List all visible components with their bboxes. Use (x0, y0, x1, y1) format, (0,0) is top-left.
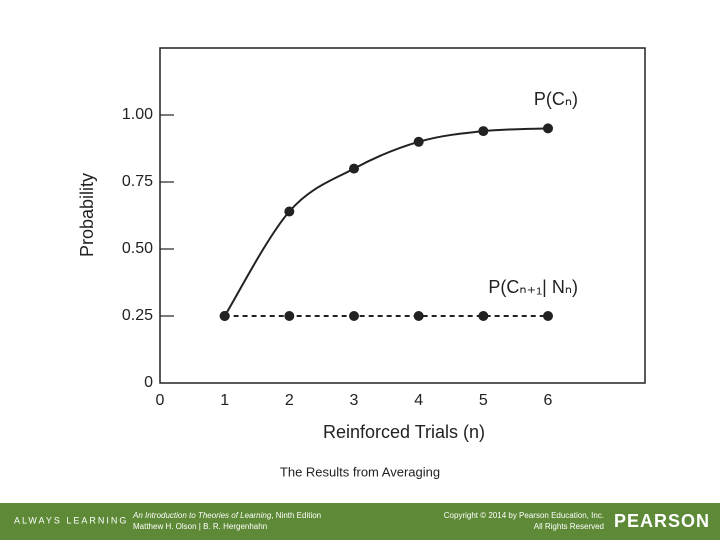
data-point (543, 311, 553, 321)
book-title: An Introduction to Theories of Learning (132, 511, 272, 520)
y-tick-label: 0.25 (122, 307, 153, 324)
brand-left: ALWAYS LEARNING (14, 515, 128, 525)
x-tick-label: 6 (544, 392, 553, 409)
copyright: Copyright © 2014 by Pearson Education, I… (444, 511, 604, 520)
x-tick-label: 3 (350, 392, 359, 409)
x-tick-label: 5 (479, 392, 488, 409)
x-tick-label: 0 (156, 392, 165, 409)
data-point (349, 163, 359, 174)
y-tick-label: 0.50 (122, 240, 153, 257)
data-point (284, 206, 295, 217)
rights: All Rights Reserved (534, 522, 604, 531)
plot-frame (159, 47, 646, 384)
brand-right: PEARSON (614, 511, 710, 531)
caption: The Results from Averaging (280, 464, 440, 479)
data-point (413, 136, 424, 147)
edition: , Ninth Edition (271, 511, 321, 520)
x-axis-label: Reinforced Trials (n) (323, 422, 485, 442)
x-tick-label: 2 (285, 392, 294, 409)
y-tick-label: 0 (144, 374, 153, 391)
data-point (543, 123, 553, 134)
data-point (349, 311, 359, 321)
x-tick-label: 4 (414, 392, 423, 409)
book-line: An Introduction to Theories of Learning,… (132, 511, 321, 520)
series-label: P(Cₙ₊₁| Nₙ) (488, 277, 578, 297)
x-tick-label: 1 (220, 392, 229, 409)
data-point (219, 311, 230, 321)
data-point (284, 311, 295, 321)
y-tick-label: 1.00 (122, 106, 153, 123)
data-point (478, 311, 489, 321)
authors: Matthew H. Olson | B. R. Hergenhahn (133, 522, 267, 531)
data-point (478, 126, 489, 137)
series-label: P(Cₙ) (534, 89, 578, 109)
y-axis-label: Probability (77, 173, 97, 257)
footer-bar (0, 503, 720, 540)
y-tick-label: 0.75 (122, 173, 153, 190)
data-point (413, 311, 424, 321)
